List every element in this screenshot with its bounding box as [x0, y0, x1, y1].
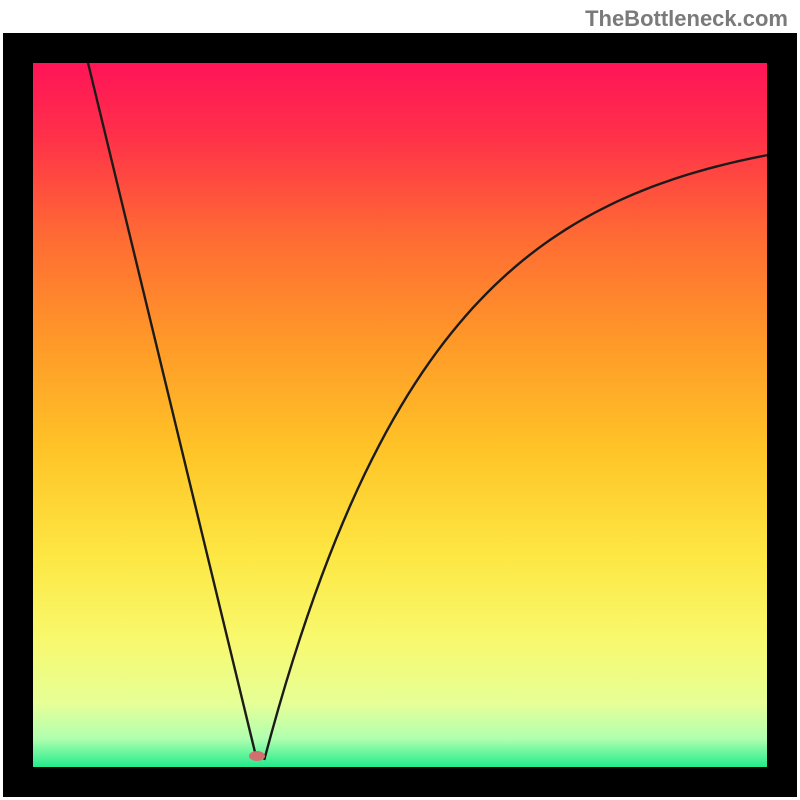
- plot-area: [33, 63, 767, 767]
- minimum-marker: [249, 751, 265, 761]
- watermark-text: TheBottleneck.com: [585, 6, 788, 32]
- curve-svg: [33, 63, 767, 767]
- left-line: [88, 63, 257, 760]
- right-curve: [264, 155, 767, 760]
